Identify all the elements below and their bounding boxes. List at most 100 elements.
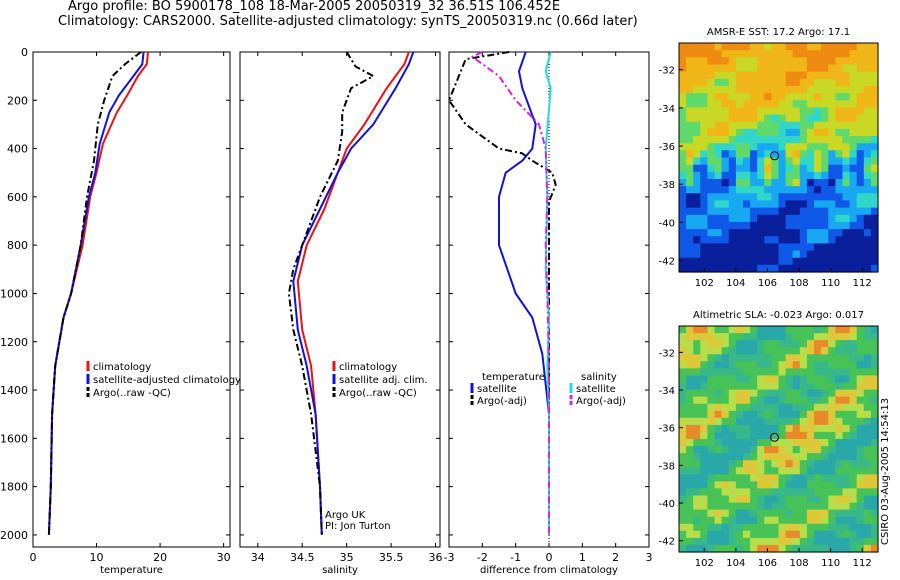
map-cell bbox=[707, 179, 716, 187]
map-cell bbox=[785, 537, 794, 546]
map-cell bbox=[707, 64, 716, 73]
map-cell bbox=[785, 509, 794, 518]
map-cell bbox=[771, 43, 780, 51]
map-cell bbox=[821, 382, 829, 391]
map-cell bbox=[700, 333, 708, 341]
map-cell bbox=[728, 207, 737, 216]
map-cell bbox=[728, 179, 737, 187]
map-cell bbox=[735, 530, 744, 539]
map-cell bbox=[679, 171, 687, 180]
map-cell bbox=[700, 453, 708, 461]
map-cell bbox=[771, 509, 780, 518]
map-cell bbox=[821, 50, 829, 58]
map-cell bbox=[757, 85, 765, 94]
map-cell bbox=[728, 164, 737, 173]
map-cell bbox=[849, 50, 858, 58]
map-cell bbox=[743, 453, 751, 461]
map-cell bbox=[814, 186, 822, 194]
map-cell bbox=[771, 502, 780, 511]
map-cell bbox=[835, 136, 844, 144]
map-cell bbox=[814, 121, 822, 130]
map-cell bbox=[679, 200, 687, 209]
map-cell bbox=[764, 57, 772, 66]
map-cell bbox=[863, 446, 872, 454]
map-cell bbox=[743, 179, 751, 187]
series-line bbox=[292, 51, 415, 535]
map-cell bbox=[835, 157, 844, 166]
map-cell bbox=[778, 382, 787, 391]
map-cell bbox=[778, 78, 787, 87]
map-cell bbox=[707, 93, 716, 101]
map-cell bbox=[828, 136, 836, 144]
map-cell bbox=[686, 446, 694, 454]
map-cell bbox=[792, 243, 801, 252]
map-cell bbox=[707, 114, 716, 123]
map-cell bbox=[728, 229, 737, 237]
map-cell bbox=[835, 186, 844, 194]
map-cell bbox=[856, 417, 865, 426]
map-cell bbox=[835, 516, 844, 525]
map-cell bbox=[700, 114, 708, 123]
map-cell bbox=[743, 107, 751, 116]
map-cell bbox=[856, 467, 865, 475]
map-cell bbox=[856, 193, 865, 202]
map-cell bbox=[735, 403, 744, 412]
map-cell bbox=[750, 50, 758, 58]
map-cell bbox=[771, 257, 780, 266]
map-cell bbox=[771, 193, 780, 202]
map-cell bbox=[757, 78, 765, 87]
y-tick-label: 800 bbox=[7, 239, 28, 252]
x-tick-label: -3 bbox=[444, 551, 455, 564]
map-cell bbox=[778, 460, 787, 468]
map-cell bbox=[870, 474, 879, 482]
map-cell bbox=[856, 375, 865, 384]
map-cell bbox=[849, 43, 858, 51]
map-cell bbox=[700, 186, 708, 194]
map-cell bbox=[870, 264, 879, 273]
map-cell bbox=[707, 354, 716, 362]
map-cell bbox=[870, 354, 879, 362]
legend-label: climatology bbox=[339, 362, 397, 373]
map-cell bbox=[863, 157, 872, 166]
map-cell bbox=[700, 150, 708, 159]
map-cell bbox=[785, 403, 794, 412]
map-cell bbox=[828, 193, 836, 202]
map-cell bbox=[771, 164, 780, 173]
map-cell bbox=[778, 71, 787, 80]
map-cell bbox=[778, 128, 787, 137]
map-cell bbox=[799, 389, 808, 398]
map-cell bbox=[771, 333, 780, 341]
map-cell bbox=[821, 250, 829, 259]
map-cell bbox=[679, 186, 687, 194]
map-cell bbox=[863, 121, 872, 130]
map-cell bbox=[835, 509, 844, 518]
map-cell bbox=[863, 417, 872, 426]
map-cell bbox=[849, 85, 858, 94]
map-cell bbox=[728, 347, 737, 355]
map-cell bbox=[778, 544, 787, 553]
map-cell bbox=[707, 100, 716, 109]
map-cell bbox=[778, 474, 787, 482]
map-cell bbox=[870, 537, 879, 546]
map-cell bbox=[721, 446, 730, 454]
map-cell bbox=[707, 186, 716, 194]
map-cell bbox=[771, 516, 780, 525]
map-cell bbox=[828, 523, 836, 532]
map-cell bbox=[764, 121, 772, 130]
map-cell bbox=[714, 43, 723, 51]
map-cell bbox=[792, 150, 801, 159]
map-cell bbox=[799, 410, 808, 419]
map-cell bbox=[686, 64, 694, 73]
map-cell bbox=[870, 340, 879, 348]
map-cell bbox=[693, 467, 701, 475]
map-cell bbox=[764, 467, 772, 475]
map-cell bbox=[863, 453, 872, 461]
map-cell bbox=[849, 257, 858, 266]
map-cell bbox=[792, 467, 801, 475]
map-cell bbox=[863, 460, 872, 468]
map-cell bbox=[743, 207, 751, 216]
map-cell bbox=[835, 474, 844, 482]
map-cell bbox=[849, 361, 858, 369]
map-cell bbox=[785, 250, 794, 259]
